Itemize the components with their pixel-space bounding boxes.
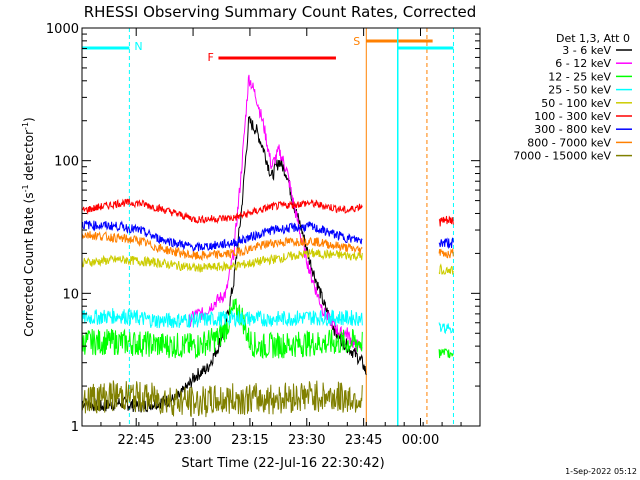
series-line-9 <box>81 380 363 418</box>
legend-title: Det 1,3, Att 0 <box>556 32 630 45</box>
legend-entry-label: 25 - 50 keV <box>548 84 611 97</box>
y-tick-label: 1000 <box>46 22 79 37</box>
legend-entry-label: 300 - 800 keV <box>534 123 611 136</box>
footer-date: 1-Sep-2022 05:12 <box>565 467 637 476</box>
series-line-3 <box>81 298 363 360</box>
x-tick-label: 23:45 <box>345 433 382 448</box>
series-line-8 <box>81 231 363 261</box>
series-line-5 <box>81 247 363 273</box>
legend-entry-label: 100 - 300 keV <box>534 110 611 123</box>
x-tick-label: 23:00 <box>174 433 211 448</box>
chart-title: RHESSI Observing Summary Count Rates, Co… <box>84 3 477 21</box>
segment2-line-4 <box>438 263 454 275</box>
flare-label: F <box>207 51 213 64</box>
legend-entry-label: 3 - 6 keV <box>562 44 611 57</box>
y-axis-label: Corrected Count Rate (s-1 detector-1) <box>21 117 36 336</box>
x-tick-label: 00:00 <box>402 433 439 448</box>
series-line-4 <box>81 308 363 329</box>
segment2-line-2 <box>438 237 454 250</box>
y-tick-label: 1 <box>71 420 79 435</box>
x-tick-label: 22:45 <box>117 433 154 448</box>
series-line-7 <box>81 220 363 254</box>
x-axis-label: Start Time (22-Jul-16 22:30:42) <box>181 456 384 471</box>
y-tick-label: 10 <box>62 287 79 302</box>
x-tick-label: 23:30 <box>288 433 325 448</box>
segment2-line-3 <box>438 248 454 259</box>
night-label: N <box>134 40 142 53</box>
x-tick-label: 23:15 <box>231 433 268 448</box>
legend-entry-label: 50 - 100 keV <box>541 97 611 110</box>
plot-frame <box>81 27 481 427</box>
legend-entry-label: 6 - 12 keV <box>555 57 611 70</box>
legend-entry-label: 12 - 25 keV <box>548 70 611 83</box>
series-line-6 <box>81 198 363 225</box>
y-tick-label: 100 <box>54 155 79 170</box>
saa-label: S <box>353 35 360 48</box>
segment2-line-1 <box>438 215 454 227</box>
axis-ticks: 22:45 23:00 23:15 23:30 23:45 00:00 1 10 100 1000 <box>46 22 481 448</box>
legend-entry-label: 7000 - 15000 keV <box>513 150 611 163</box>
segment2-line-5 <box>438 322 454 335</box>
legend-entry-label: 800 - 7000 keV <box>527 136 611 149</box>
segment2-line-6 <box>438 348 454 359</box>
series-layer <box>81 74 454 418</box>
series-line-2 <box>187 74 363 353</box>
annotation-layer: N F S <box>82 28 454 426</box>
